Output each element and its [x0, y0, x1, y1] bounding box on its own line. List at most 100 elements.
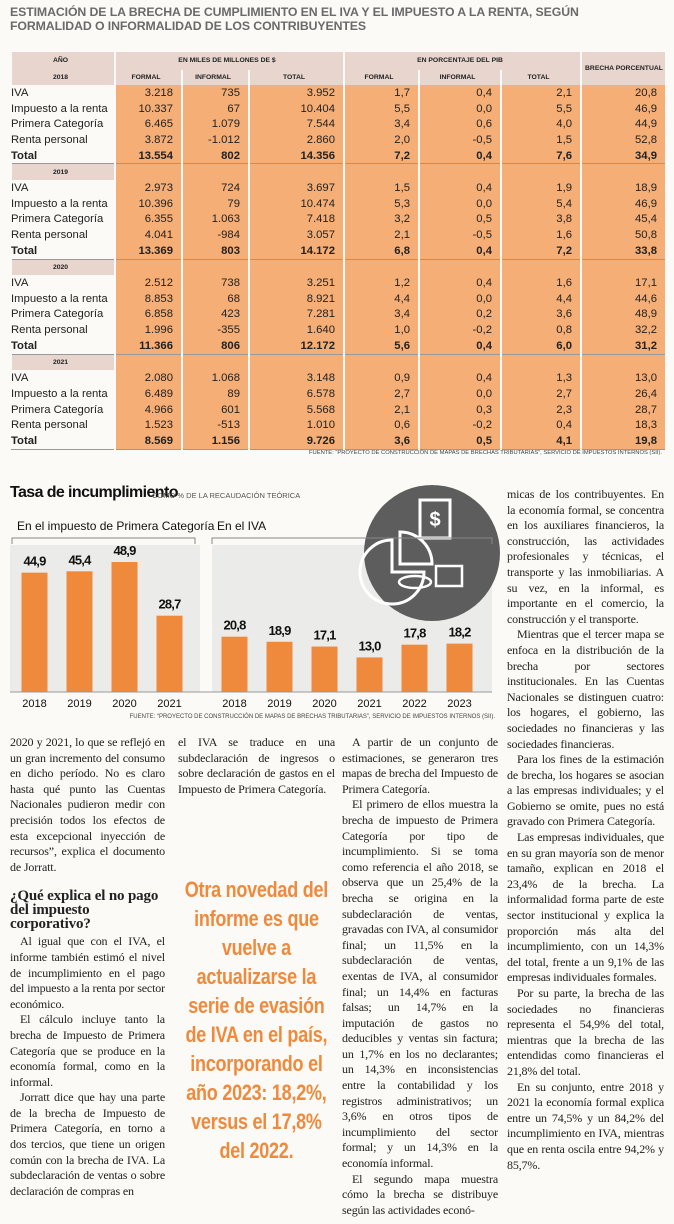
- table-cell: 12.172: [248, 338, 344, 355]
- table-cell: 724: [181, 180, 249, 196]
- table-cell: 0,4: [418, 147, 501, 165]
- year-row: 2018 FORMAL INFORMAL TOTAL FORMAL INFORMAL TOT…: [10, 70, 665, 85]
- table-row: Renta personal 3.872 -1.012 2.860 2,0 -0,5 1,5…: [11, 132, 665, 148]
- table-row: Total 11.366 806 12.172 5,6 0,4 6,0 31,2: [11, 338, 665, 355]
- header-row: AÑO EN MILES DE MILLONES DE $ EN PORCENTAJ…: [10, 52, 665, 85]
- header-cell: BRECHA PORCENTUAL: [580, 52, 665, 85]
- table-cell: -0,5: [418, 227, 501, 243]
- table-cell: 2,7: [343, 386, 419, 402]
- table-cell: -0,2: [418, 322, 501, 338]
- table-row: Primera Categoría 6.465 1.079 7.544 3,4 0,6 4,…: [11, 116, 665, 133]
- blank-cell: [114, 259, 182, 276]
- table-cell: 3,2: [343, 211, 419, 228]
- table-cell: 0,4: [500, 417, 581, 434]
- table-row: IVA 2.512 738 3.251 1,2 0,4 1,6 17,1: [11, 275, 665, 291]
- table-cell: 1,6: [500, 275, 581, 291]
- table-cell: 1.010: [248, 417, 344, 434]
- table-cell: 33,8: [580, 242, 665, 260]
- table-cell: 0,4: [418, 370, 501, 387]
- paragraph: Las empresas individuales, que en su gra…: [507, 830, 664, 985]
- table-cell: 2,0: [343, 132, 419, 148]
- table-cell: 6.465: [114, 116, 182, 133]
- table-cell: 1,2: [343, 275, 419, 291]
- table-cell: 0,0: [418, 100, 501, 117]
- table-cell: 2,1: [343, 227, 419, 243]
- blank-cell: [343, 259, 419, 276]
- paragraph: micas de los contribuyentes. En la econo…: [507, 487, 664, 626]
- table-cell: -0,2: [418, 417, 501, 434]
- table-cell: 6.355: [114, 211, 182, 228]
- row-label: Primera Categoría: [11, 213, 104, 226]
- table-cell: 4,4: [500, 290, 581, 307]
- table-cell: 17,1: [580, 275, 665, 291]
- value-label: 45,4: [68, 552, 92, 567]
- table-cell: 2,7: [500, 386, 581, 402]
- paragraph: Por su parte, la brecha de las sociedade…: [507, 986, 664, 1078]
- table-cell: 50,8: [580, 227, 665, 243]
- table-cell: -1.012: [181, 132, 249, 148]
- table-cell: 1,9: [500, 180, 581, 196]
- table-row: Impuesto a la renta 6.489 89 6.578 2,7 0,0 2,7…: [11, 386, 665, 402]
- table-cell: 46,9: [580, 100, 665, 117]
- row-label: Impuesto a la renta: [11, 387, 108, 400]
- table-cell: 6,8: [343, 242, 419, 260]
- year-row: 2021: [10, 354, 665, 371]
- row-label: Primera Categoría: [11, 308, 104, 321]
- blank-cell: [248, 163, 344, 181]
- value-label: 17,8: [403, 626, 426, 641]
- table-cell: 735: [181, 85, 249, 101]
- paragraph: 2020 y 2021, lo que se reflejó en un gra…: [10, 735, 165, 874]
- table-cell: 34,9: [580, 147, 665, 165]
- table-cell: 738: [181, 275, 249, 291]
- table-cell: 1.063: [181, 211, 249, 228]
- table-cell: 0,5: [418, 211, 501, 228]
- table-cell: 52,8: [580, 132, 665, 148]
- table-cell: 3,8: [500, 211, 581, 228]
- row-label: Total: [11, 433, 115, 450]
- row-label: Total: [11, 338, 115, 355]
- table-cell: 14.356: [248, 147, 344, 165]
- blank-cell: [580, 163, 665, 181]
- table-cell: -513: [181, 417, 249, 434]
- paragraph: El primero de ellos muestra la brecha de…: [342, 797, 498, 1171]
- paragraph: En su conjunto, entre 2018 y 2021 la eco…: [507, 1079, 664, 1172]
- row-label: Impuesto a la renta: [11, 197, 108, 210]
- table-cell: 0,4: [418, 338, 501, 355]
- table-cell: 0,4: [418, 85, 501, 101]
- table-cell: 10.396: [114, 195, 182, 212]
- table-row: Impuesto a la renta 10.396 79 10.474 5,3 0,0 5…: [11, 195, 665, 212]
- table-cell: 2.080: [114, 370, 182, 387]
- bar: [266, 641, 293, 692]
- table-cell: 1,7: [343, 85, 419, 101]
- table-cell: 7.418: [248, 211, 344, 228]
- table-cell: 31,2: [580, 338, 665, 355]
- table-cell: 1.640: [248, 322, 344, 338]
- article-column: micas de los contribuyentes. En la econo…: [507, 487, 664, 1224]
- table-cell: 67: [181, 100, 249, 117]
- value-label: 13,0: [358, 638, 381, 653]
- table-cell: 3.218: [114, 85, 182, 101]
- blank-cell: [418, 163, 501, 181]
- table-cell: 601: [181, 401, 249, 418]
- panel-title: En el IVA: [217, 519, 266, 533]
- blank-cell: [418, 259, 501, 276]
- icon: $: [358, 485, 500, 621]
- table-cell: 7,2: [500, 242, 581, 260]
- table-cell: 2.973: [114, 180, 182, 196]
- table-cell: 13.369: [114, 242, 182, 260]
- table-cell: 8.853: [114, 290, 182, 307]
- table-cell: 2.512: [114, 275, 182, 291]
- table-cell: 2.860: [248, 132, 344, 148]
- table-cell: 13.554: [114, 147, 182, 165]
- column-header: FORMAL: [114, 70, 182, 85]
- table-cell: 45,4: [580, 211, 665, 228]
- table-cell: 0,6: [418, 116, 501, 133]
- year-label: 2018: [10, 70, 115, 85]
- row-label: IVA: [11, 181, 29, 194]
- x-tick-label: 2019: [67, 698, 91, 710]
- value-label: 20,8: [223, 618, 246, 633]
- blank-cell: [343, 163, 419, 181]
- bar: [21, 572, 48, 692]
- table-cell: 2,3: [500, 401, 581, 418]
- bar: [156, 615, 183, 692]
